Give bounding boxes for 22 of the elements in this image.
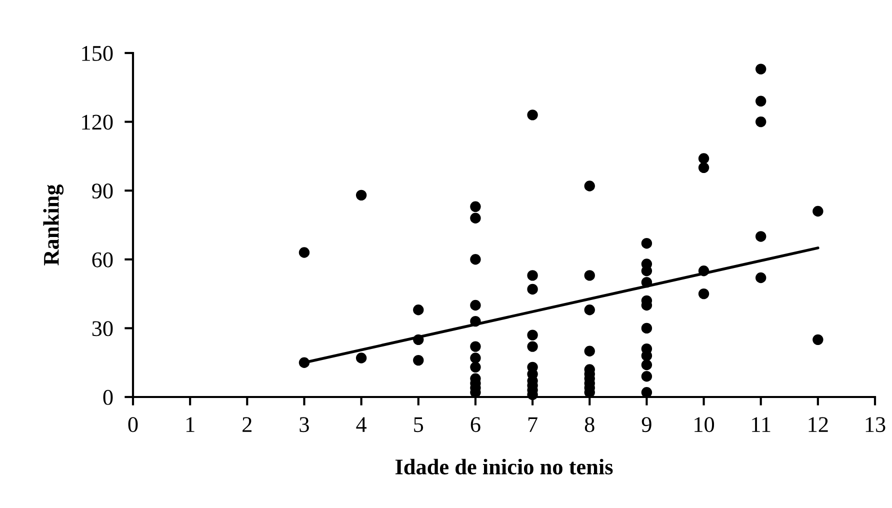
y-tick-label: 60 <box>92 252 113 268</box>
y-tick-label: 90 <box>92 184 113 199</box>
x-tick-label: 1 <box>186 417 194 432</box>
x-tick-label: 10 <box>694 417 714 432</box>
x-tick-label: 3 <box>300 417 309 432</box>
x-tick-label: 12 <box>808 417 828 432</box>
y-tick-label: 150 <box>82 46 113 61</box>
x-tick-label: 9 <box>642 417 652 432</box>
x-tick-label: 4 <box>356 417 367 432</box>
y-tick-label: 120 <box>82 114 113 130</box>
y-tick-label: 0 <box>103 390 113 405</box>
x-tick-label: 5 <box>414 417 424 432</box>
x-tick-label: 2 <box>242 417 252 432</box>
x-tick-label: 0 <box>128 417 138 432</box>
x-tick-label: 11 <box>752 417 770 432</box>
y-axis-title: Ranking <box>43 184 64 266</box>
x-axis-title: Idade de inicio no tenis <box>395 458 613 474</box>
y-tick-label: 30 <box>92 321 113 336</box>
x-tick-label: 6 <box>470 417 480 432</box>
x-tick-label: 13 <box>866 417 886 432</box>
x-tick-label: 7 <box>528 417 538 432</box>
x-tick-label: 8 <box>584 417 594 432</box>
